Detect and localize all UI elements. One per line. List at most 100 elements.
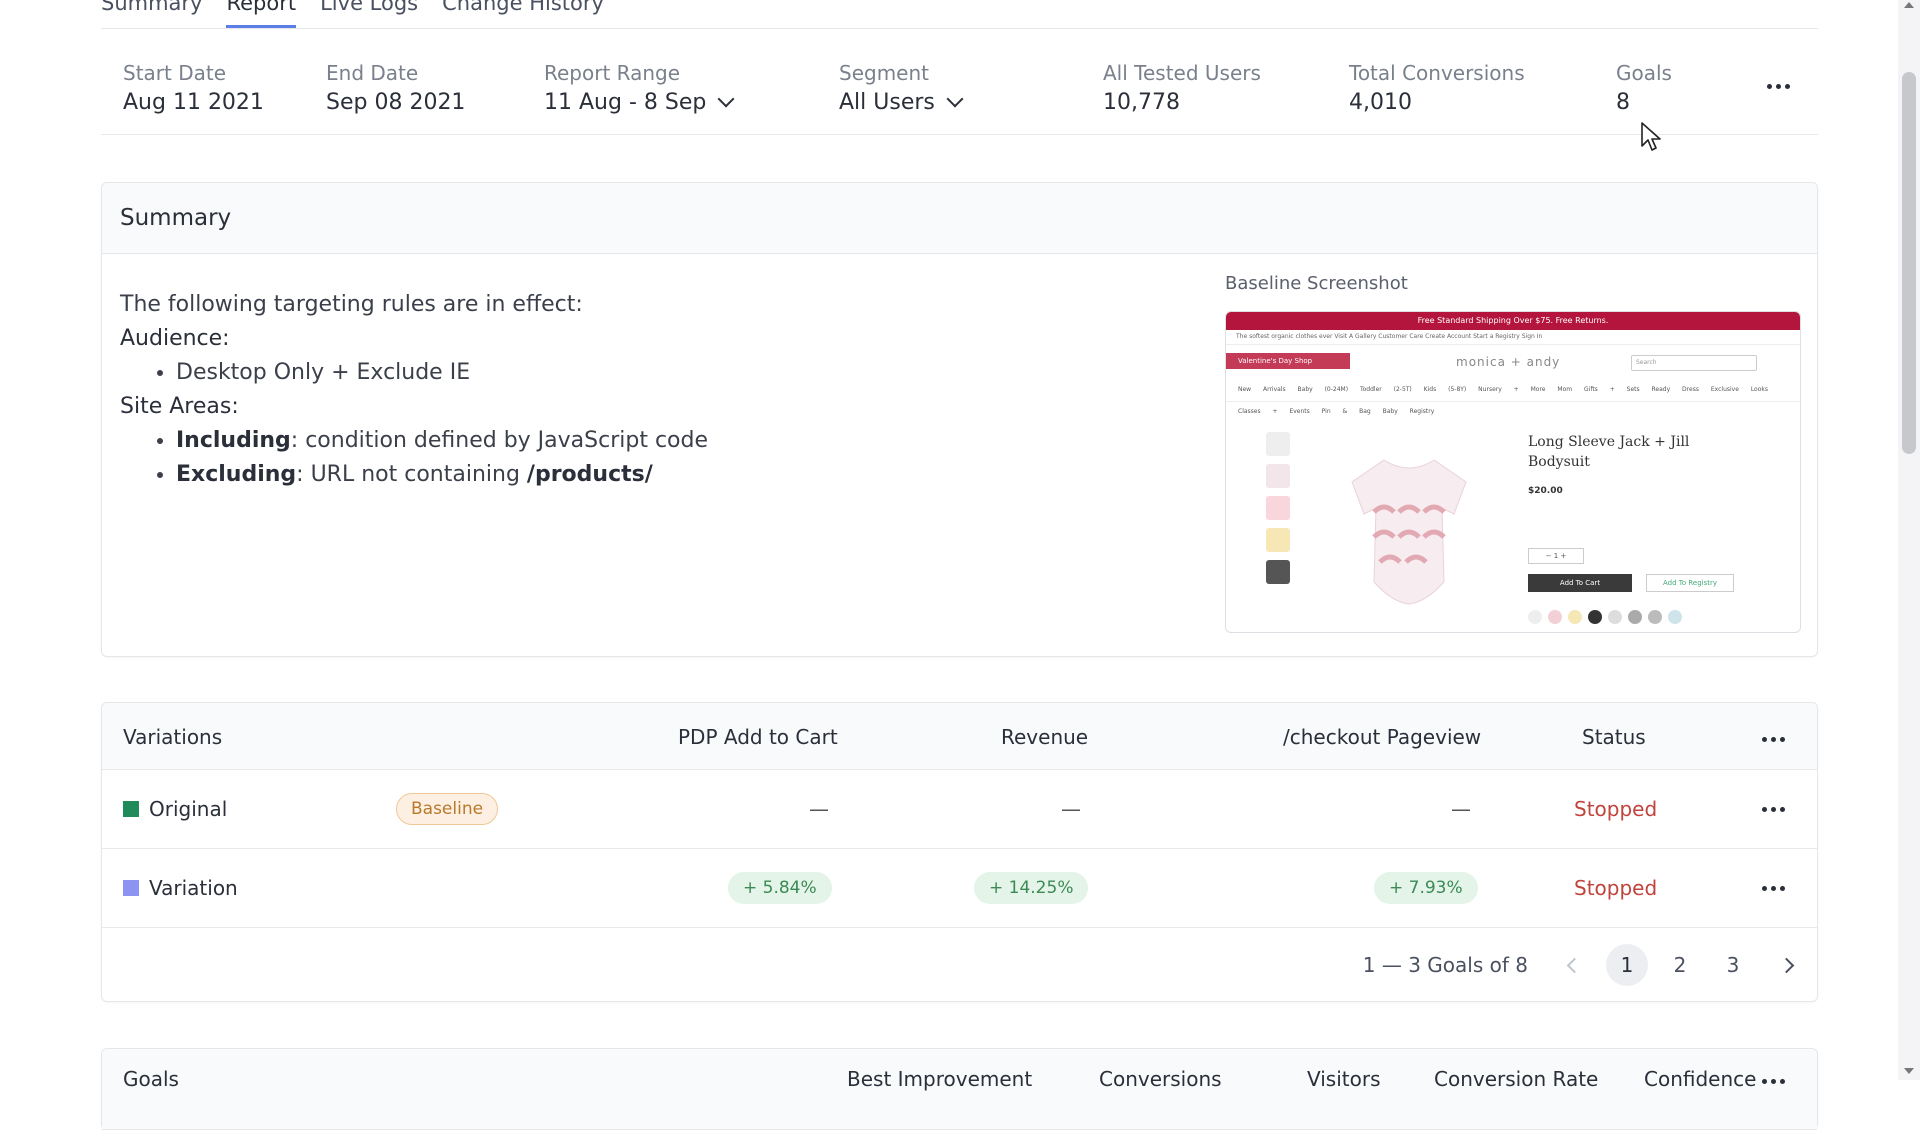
col-visitors[interactable]: Visitors [1307, 1067, 1381, 1091]
variation-color-swatch [123, 801, 139, 817]
excluding-rule: Excluding: URL not containing /products/ [176, 458, 708, 492]
metric-label: Report Range [544, 61, 681, 85]
row-more-icon[interactable] [1762, 807, 1785, 812]
shot-header: Valentine's Day Shop monica + andy Searc… [1226, 345, 1800, 379]
col-revenue[interactable]: Revenue [1001, 725, 1089, 749]
metric-report-range: Report Range 11 Aug - 8 Sep [544, 60, 735, 120]
segment-dropdown[interactable]: All Users [839, 86, 964, 120]
site-areas-heading: Site Areas: [120, 394, 239, 419]
metric-end-date: End Date Sep 08 2021 [326, 60, 465, 120]
prev-page-button[interactable] [1553, 944, 1595, 986]
checkout-value: — [1451, 797, 1471, 821]
targeting-rules: The following targeting rules are in eff… [120, 288, 708, 492]
metric-label: Start Date [123, 61, 227, 85]
header-more-icon[interactable] [1767, 84, 1790, 89]
shot-menu: New Arrivals Baby (0-24M) Toddler (2-5T)… [1226, 379, 1800, 415]
header-divider [101, 134, 1818, 135]
row-more-icon[interactable] [1762, 886, 1785, 891]
col-pdp-add-to-cart[interactable]: PDP Add to Cart [678, 725, 838, 749]
segment-value: All Users [839, 90, 935, 115]
goals-header: Goals Best Improvement Conversions Visit… [102, 1049, 1817, 1130]
shot-ribbon: Valentine's Day Shop [1226, 353, 1350, 369]
baseline-screenshot[interactable]: Free Standard Shipping Over $75. Free Re… [1225, 311, 1801, 633]
status-badge: Stopped [1574, 876, 1658, 900]
metric-value: 4,010 [1349, 90, 1412, 115]
excluding-label: Excluding [176, 462, 297, 487]
col-conversion-rate[interactable]: Conversion Rate [1434, 1067, 1599, 1091]
baseline-screenshot-label: Baseline Screenshot [1225, 273, 1408, 294]
audience-item: Desktop Only + Exclude IE [176, 356, 708, 390]
col-status: Status [1582, 725, 1646, 749]
metric-label: All Tested Users [1103, 61, 1261, 85]
including-rule: Including: condition defined by JavaScri… [176, 424, 708, 458]
tab-live-logs[interactable]: Live Logs [320, 0, 419, 15]
metric-label: Total Conversions [1349, 61, 1525, 85]
metric-label: Goals [1616, 61, 1672, 85]
pagination-row: 1 — 3 Goals of 8 1 2 3 [102, 927, 1817, 1002]
metric-label: End Date [326, 61, 419, 85]
checkout-improvement-badge: + 7.93% [1374, 872, 1478, 904]
summary-title: Summary [120, 205, 232, 231]
audience-heading: Audience: [120, 326, 230, 351]
tab-bar: Summary Report Live Logs Change History [101, 0, 604, 30]
metric-value: 10,778 [1103, 90, 1180, 115]
chevron-left-icon [1566, 957, 1582, 973]
scroll-up-icon[interactable] [1904, 2, 1914, 8]
tabs-divider [101, 28, 1818, 29]
goals-card: Goals Best Improvement Conversions Visit… [101, 1048, 1818, 1130]
tab-report[interactable]: Report [226, 0, 296, 28]
shot-swatches [1528, 610, 1682, 624]
targeting-intro: The following targeting rules are in eff… [120, 292, 583, 317]
col-conversions[interactable]: Conversions [1099, 1067, 1222, 1091]
table-row[interactable]: Original Baseline — — — Stopped [102, 769, 1817, 848]
tab-change-history[interactable]: Change History [442, 0, 604, 15]
metric-value: Sep 08 2021 [326, 90, 466, 115]
scrollbar-thumb[interactable] [1902, 72, 1916, 454]
shot-price: $20.00 [1528, 486, 1563, 496]
page-scrollbar[interactable] [1898, 0, 1920, 1080]
variations-header: Variations PDP Add to Cart Revenue /chec… [102, 703, 1817, 770]
table-row[interactable]: Variation + 5.84% + 14.25% + 7.93% Stopp… [102, 848, 1817, 927]
col-confidence[interactable]: Confidence [1644, 1067, 1757, 1091]
variation-name: Original [149, 797, 228, 821]
baseline-badge: Baseline [396, 793, 499, 825]
variation-name-cell: Variation [123, 849, 238, 927]
metric-value: 8 [1616, 90, 1630, 115]
next-page-button[interactable] [1765, 944, 1807, 986]
excluding-text: : URL not containing [296, 462, 527, 487]
checkout-value-cell: + 7.93% [1374, 849, 1478, 927]
pagination: 1 — 3 Goals of 8 1 2 3 [1363, 928, 1807, 1002]
metric-value: Aug 11 2021 [123, 90, 264, 115]
col-checkout-pageview[interactable]: /checkout Pageview [1283, 725, 1482, 749]
tab-summary[interactable]: Summary [101, 0, 203, 15]
page-1-button[interactable]: 1 [1606, 944, 1648, 986]
report-range-value: 11 Aug - 8 Sep [544, 90, 707, 115]
col-variations: Variations [123, 725, 223, 749]
mouse-cursor-icon [1641, 122, 1661, 151]
pdp-improvement-badge: + 5.84% [728, 872, 832, 904]
page-2-button[interactable]: 2 [1673, 953, 1687, 977]
metric-tested-users: All Tested Users 10,778 [1103, 60, 1261, 120]
revenue-improvement-badge: + 14.25% [974, 872, 1089, 904]
metric-segment: Segment All Users [839, 60, 964, 120]
scroll-down-icon[interactable] [1904, 1068, 1914, 1074]
report-range-dropdown[interactable]: 11 Aug - 8 Sep [544, 86, 735, 120]
variation-color-swatch [123, 880, 139, 896]
status-badge: Stopped [1574, 797, 1658, 821]
variation-name-cell: Original [123, 770, 227, 848]
onesie-image [1351, 459, 1467, 605]
shot-top-links: The softest organic clothes ever Visit A… [1226, 330, 1800, 345]
col-best-improvement[interactable]: Best Improvement [847, 1067, 1033, 1091]
shot-add-to-cart: Add To Cart [1528, 574, 1632, 592]
metric-label: Segment [839, 61, 929, 85]
revenue-value: — [1061, 797, 1081, 821]
pagination-summary: 1 — 3 Goals of 8 [1362, 953, 1528, 977]
shot-quantity: − 1 + [1528, 548, 1584, 564]
summary-card-header: Summary [102, 183, 1817, 254]
variations-more-icon[interactable] [1762, 737, 1785, 742]
page-3-button[interactable]: 3 [1726, 953, 1740, 977]
metric-start-date: Start Date Aug 11 2021 [123, 60, 264, 120]
shot-add-to-registry: Add To Registry [1646, 574, 1734, 592]
col-goals: Goals [123, 1067, 179, 1091]
metric-goals: Goals 8 [1616, 60, 1672, 120]
